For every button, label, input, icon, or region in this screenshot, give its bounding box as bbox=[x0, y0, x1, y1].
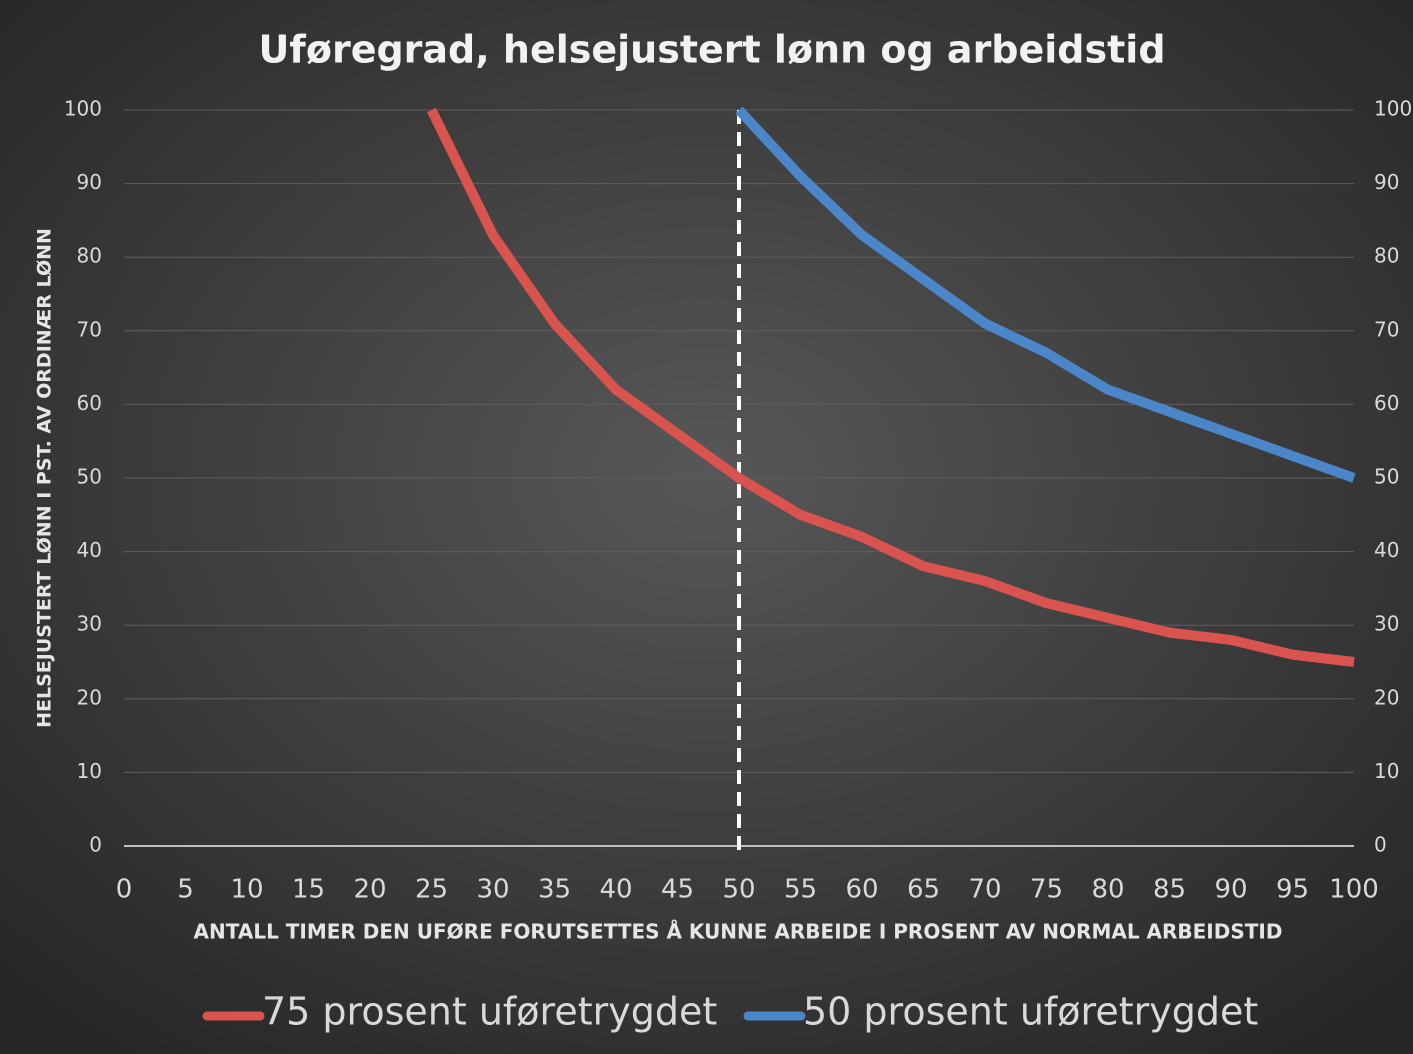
y2-tick-label: 80 bbox=[1374, 244, 1399, 268]
y2-tick-label: 20 bbox=[1374, 685, 1399, 709]
y-axis-title: HELSEJUSTERT LØNN I PST. AV ORDINÆR LØNN bbox=[34, 228, 56, 728]
x-tick-label: 25 bbox=[415, 875, 448, 905]
y-tick-label: 50 bbox=[77, 465, 102, 489]
x-tick-label: 40 bbox=[599, 875, 632, 905]
y2-tick-label: 70 bbox=[1374, 317, 1399, 341]
x-tick-label: 60 bbox=[845, 875, 878, 905]
y-tick-label: 10 bbox=[77, 759, 102, 783]
x-tick-label: 95 bbox=[1276, 875, 1309, 905]
x-tick-label: 65 bbox=[907, 875, 940, 905]
x-tick-label: 5 bbox=[177, 875, 194, 905]
x-tick-label: 80 bbox=[1091, 875, 1124, 905]
x-tick-label: 70 bbox=[968, 875, 1001, 905]
y2-tick-label: 60 bbox=[1374, 391, 1399, 415]
x-tick-label: 20 bbox=[353, 875, 386, 905]
y2-tick-label: 0 bbox=[1374, 833, 1387, 857]
x-tick-label: 15 bbox=[292, 875, 325, 905]
y2-tick-label: 40 bbox=[1374, 538, 1399, 562]
chart-title: Uføregrad, helsejustert lønn og arbeidst… bbox=[258, 28, 1165, 72]
y-tick-label: 20 bbox=[77, 685, 102, 709]
y-tick-label: 60 bbox=[77, 391, 102, 415]
x-tick-label: 30 bbox=[476, 875, 509, 905]
x-tick-label: 100 bbox=[1329, 875, 1379, 905]
y2-tick-label: 10 bbox=[1374, 759, 1399, 783]
y-tick-label: 90 bbox=[77, 170, 102, 194]
y-tick-label: 100 bbox=[64, 97, 102, 121]
x-tick-label: 55 bbox=[784, 875, 817, 905]
y-tick-label: 30 bbox=[77, 612, 102, 636]
series-line bbox=[427, 107, 1355, 667]
legend-label: 50 prosent uføretrygdet bbox=[803, 990, 1258, 1034]
series-line bbox=[735, 106, 1356, 483]
y-tick-label: 40 bbox=[77, 538, 102, 562]
x-tick-label: 85 bbox=[1153, 875, 1186, 905]
x-tick-label: 50 bbox=[722, 875, 755, 905]
x-tick-label: 10 bbox=[230, 875, 263, 905]
y2-tick-label: 90 bbox=[1374, 170, 1399, 194]
y2-tick-label: 100 bbox=[1374, 97, 1412, 121]
x-tick-label: 90 bbox=[1214, 875, 1247, 905]
legend-label: 75 prosent uføretrygdet bbox=[262, 990, 717, 1034]
x-tick-label: 0 bbox=[116, 875, 133, 905]
y-tick-label: 80 bbox=[77, 244, 102, 268]
x-tick-label: 35 bbox=[538, 875, 571, 905]
x-axis-title: ANTALL TIMER DEN UFØRE FORUTSETTES Å KUN… bbox=[194, 920, 1283, 944]
y2-tick-label: 50 bbox=[1374, 465, 1399, 489]
y-tick-label: 70 bbox=[77, 317, 102, 341]
x-tick-label: 75 bbox=[1030, 875, 1063, 905]
y-tick-label: 0 bbox=[89, 833, 102, 857]
y2-tick-label: 30 bbox=[1374, 612, 1399, 636]
x-tick-label: 45 bbox=[661, 875, 694, 905]
